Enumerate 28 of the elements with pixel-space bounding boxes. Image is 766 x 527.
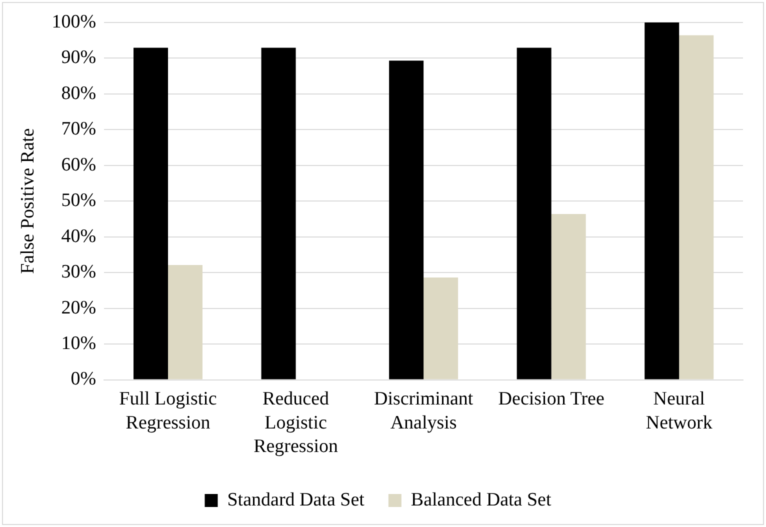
- y-tick-label: 90%: [61, 47, 96, 68]
- bar: [389, 60, 424, 380]
- y-tick-label: 40%: [61, 226, 96, 247]
- bar: [551, 214, 586, 380]
- x-tick-label: Discriminant Analysis: [374, 388, 474, 434]
- legend-label: Balanced Data Set: [410, 489, 552, 510]
- x-tick-label: Neural Network: [646, 388, 713, 434]
- y-tick-label: 10%: [61, 333, 96, 354]
- bar: [516, 48, 552, 380]
- y-tick-label: 0%: [70, 368, 96, 390]
- bar: [644, 22, 680, 380]
- x-tick-label: Reduced Logistic Regression: [254, 388, 339, 458]
- bar: [424, 278, 458, 380]
- y-tick-label: 30%: [61, 262, 96, 283]
- y-tick-label: 70%: [61, 118, 96, 140]
- x-tick-label: Full Logistic Regression: [119, 388, 217, 434]
- bar: [261, 48, 296, 380]
- y-tick-label: 100%: [52, 11, 96, 32]
- bar: [134, 48, 168, 380]
- y-tick-label: 60%: [61, 154, 96, 176]
- y-tick-label: 80%: [61, 82, 96, 104]
- bar: [168, 265, 203, 380]
- y-axis-title: False Positive Rate: [17, 128, 38, 274]
- bar: [679, 35, 714, 380]
- y-tick-label: 50%: [61, 190, 96, 212]
- x-tick-label: Decision Tree: [498, 388, 604, 410]
- y-tick-label: 20%: [61, 297, 96, 318]
- legend-label: Standard Data Set: [227, 489, 366, 510]
